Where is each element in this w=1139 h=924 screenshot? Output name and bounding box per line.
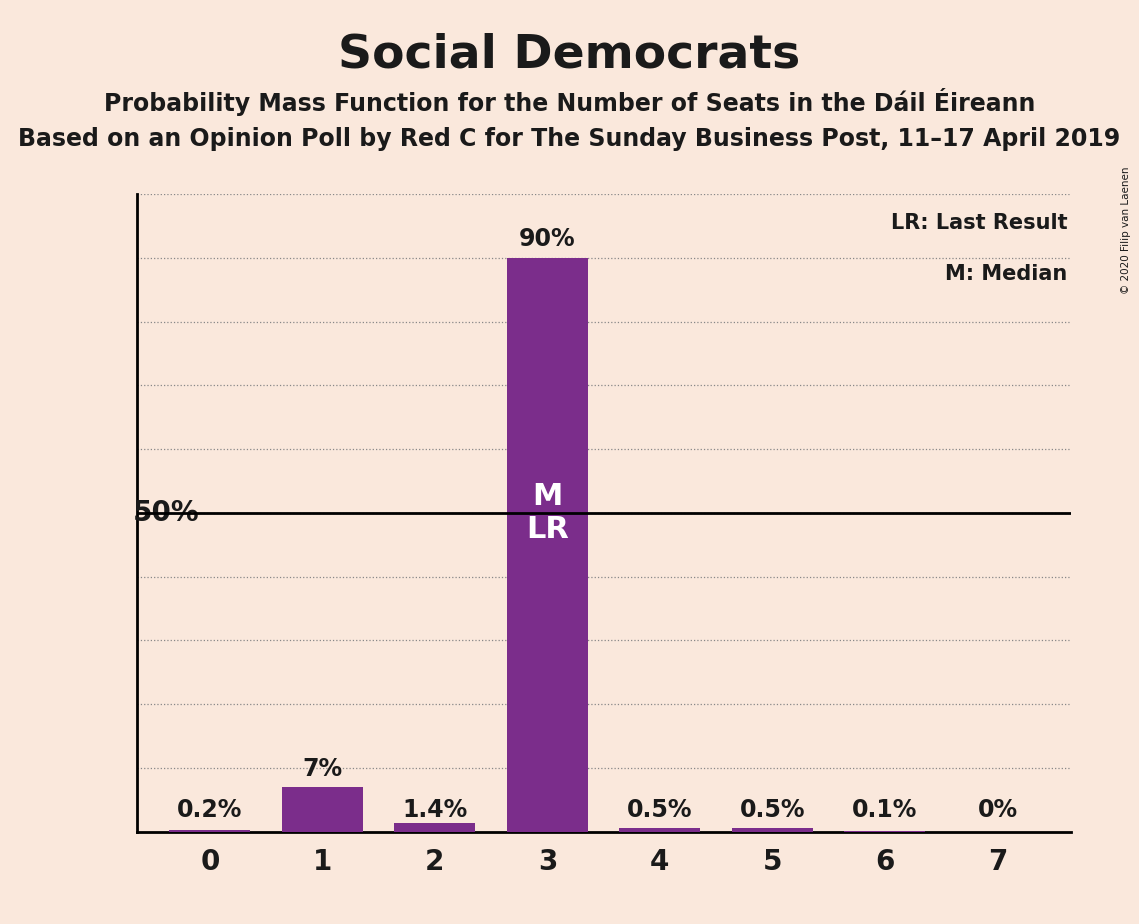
Bar bbox=[170, 831, 251, 832]
Text: © 2020 Filip van Laenen: © 2020 Filip van Laenen bbox=[1121, 166, 1131, 294]
Bar bbox=[732, 829, 813, 832]
Text: 50%: 50% bbox=[133, 499, 199, 527]
Text: Based on an Opinion Poll by Red C for The Sunday Business Post, 11–17 April 2019: Based on an Opinion Poll by Red C for Th… bbox=[18, 127, 1121, 151]
Text: 90%: 90% bbox=[519, 227, 575, 251]
Text: 0.1%: 0.1% bbox=[852, 798, 918, 822]
Text: LR: Last Result: LR: Last Result bbox=[891, 213, 1067, 233]
Text: Probability Mass Function for the Number of Seats in the Dáil Éireann: Probability Mass Function for the Number… bbox=[104, 88, 1035, 116]
Text: Social Democrats: Social Democrats bbox=[338, 32, 801, 78]
Text: 0.5%: 0.5% bbox=[628, 798, 693, 822]
Text: 0.2%: 0.2% bbox=[178, 798, 243, 822]
Bar bbox=[394, 822, 475, 832]
Bar bbox=[507, 258, 588, 832]
Text: 1.4%: 1.4% bbox=[402, 798, 467, 822]
Text: 0%: 0% bbox=[977, 798, 1017, 822]
Bar bbox=[620, 829, 700, 832]
Text: 7%: 7% bbox=[302, 757, 343, 781]
Text: M: Median: M: Median bbox=[945, 264, 1067, 285]
Bar bbox=[281, 787, 363, 832]
Text: 0.5%: 0.5% bbox=[739, 798, 805, 822]
Text: M
LR: M LR bbox=[526, 481, 568, 544]
